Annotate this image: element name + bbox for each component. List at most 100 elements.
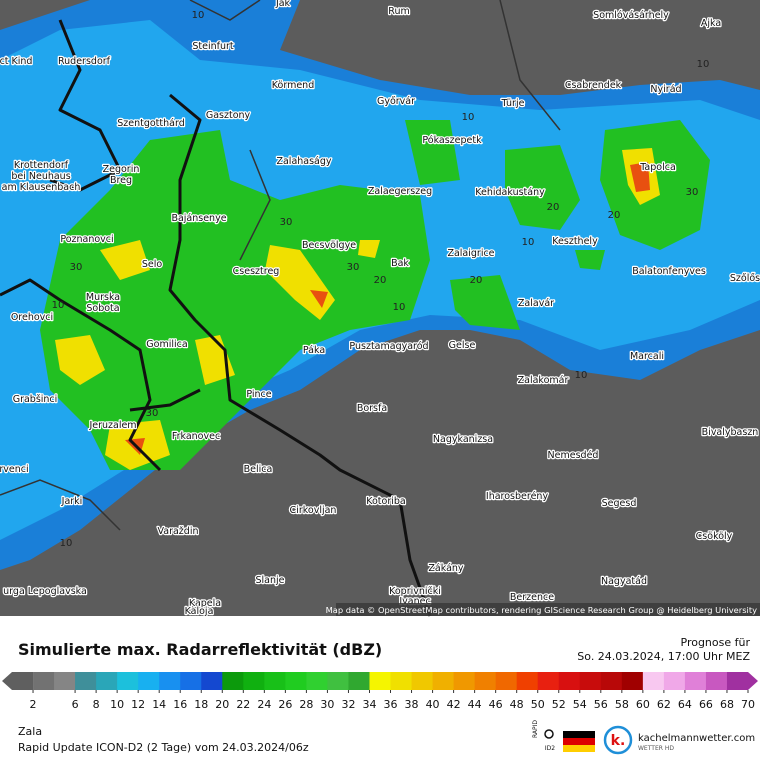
- place-label: Nagykanizsa: [433, 434, 493, 445]
- place-label: Iharosberény: [486, 491, 549, 502]
- place-label: Bak: [391, 258, 409, 269]
- contour-label: 10: [52, 300, 65, 311]
- colorbar-tick-label: 18: [194, 698, 208, 711]
- colorbar-segment: [495, 672, 518, 690]
- colorbar-segment: [558, 672, 581, 690]
- place-label: Győrvár: [377, 96, 415, 107]
- colorbar-tick-label: 14: [152, 698, 166, 711]
- place-label: Zalakomár: [518, 375, 569, 386]
- logo: [603, 725, 633, 755]
- place-label: Szentgotthárd: [117, 118, 185, 129]
- place-label: Csesztreg: [233, 266, 280, 277]
- contour-label: 20: [374, 275, 387, 286]
- border: [0, 278, 201, 472]
- colorbar-tick-label: 54: [573, 698, 587, 711]
- brand-sub: WETTER HD: [638, 745, 674, 752]
- place-label: Becsvölgye: [302, 240, 356, 251]
- colorbar-tick-label: 32: [341, 698, 355, 711]
- flag: [563, 731, 595, 738]
- place-label: Ják: [275, 0, 291, 9]
- place-label: Zákány: [428, 563, 464, 574]
- contour-label: 30: [280, 217, 293, 228]
- colorbar-segment: [54, 672, 76, 690]
- contour-label: 10: [60, 538, 73, 549]
- colorbar-tick-label: 58: [615, 698, 629, 711]
- colorbar-segment: [705, 672, 728, 690]
- colorbar-tick-label: 68: [720, 698, 734, 711]
- place-label: Orehovci: [11, 312, 53, 323]
- colorbar-tick-label: 60: [636, 698, 650, 711]
- colorbar-tick-label: 12: [131, 698, 145, 711]
- contour-label: 20: [470, 275, 483, 286]
- colorbar-segment: [138, 672, 160, 690]
- reflectivity-high: [40, 130, 430, 470]
- colorbar-tick-label: 8: [93, 698, 100, 711]
- place-label: Krottendorf: [14, 160, 69, 171]
- colorbar: 2 6 8 10 12 14 16 18 20 22 24 26 28 30 32 34 36 38 40 42 44 4…: [2, 672, 758, 711]
- place-label: Rum: [388, 6, 409, 17]
- place-label: Pusztamagyaród: [349, 341, 428, 352]
- place-label: Szőlős: [730, 273, 760, 284]
- place-label: Varaždin: [158, 526, 199, 537]
- place-label: Somlóvásárhely: [593, 10, 669, 21]
- colorbar-tick-label: 34: [362, 698, 376, 711]
- place-label: Nemesdéd: [548, 450, 599, 461]
- colorbar-segment: [348, 672, 370, 690]
- contour-label: 30: [347, 262, 360, 273]
- colorbar-segment: [579, 672, 602, 690]
- contour-label: 10: [192, 10, 205, 21]
- colorbar-segment: [390, 672, 413, 690]
- place-label: Csököly: [696, 531, 733, 542]
- colorbar-tick-label: 62: [657, 698, 671, 711]
- place-label: Belica: [244, 464, 273, 475]
- place-label: Kaloja: [185, 606, 214, 617]
- colorbar-segment: [75, 672, 97, 690]
- footer: Simulierte max. Radarreflektivität (dBZ)…: [2, 636, 758, 755]
- place-label: Segesd: [602, 498, 637, 509]
- colorbar-tick-label: 30: [320, 698, 334, 711]
- colorbar-segment: [222, 672, 244, 690]
- colorbar-tick-label: 46: [489, 698, 503, 711]
- colorbar-segment: [411, 672, 434, 690]
- colorbar-segment: [642, 672, 665, 690]
- place-label: Gelse: [449, 340, 476, 351]
- place-label: Jarki: [61, 496, 83, 507]
- colorbar-tick-label: 24: [257, 698, 271, 711]
- place-label: Berzence: [510, 592, 554, 603]
- flag: [563, 738, 595, 745]
- contour-label: 10: [575, 370, 588, 381]
- contour-label: 20: [608, 210, 621, 221]
- place-label: Keszthely: [552, 236, 598, 247]
- place-label: Csabrendek: [565, 80, 622, 91]
- colorbar-tick-label: 28: [299, 698, 313, 711]
- place-label: Sobota: [86, 303, 119, 314]
- colorbar-tick-label: 66: [699, 698, 713, 711]
- colorbar-segment: [264, 672, 286, 690]
- place-label: Koprivnički: [389, 586, 441, 597]
- logo-mark: k.: [611, 733, 626, 749]
- place-label: Steinfurt: [192, 41, 234, 52]
- title: Simulierte max. Radarreflektivität (dBZ): [18, 640, 382, 659]
- colorbar-segment: [327, 672, 349, 690]
- colorbar-tick-label: 40: [426, 698, 440, 711]
- contour-label: 30: [686, 187, 699, 198]
- contour-label: 10: [522, 237, 535, 248]
- place-label: Kotoriba: [366, 496, 406, 507]
- badge-text: ID2: [545, 745, 555, 752]
- colorbar-segment: [306, 672, 328, 690]
- place-label: Poznanovci: [60, 234, 113, 245]
- contour-label: 10: [393, 302, 406, 313]
- reflectivity-strong: [55, 148, 660, 470]
- colorbar-segment: [159, 672, 181, 690]
- place-label: Borsfa: [357, 403, 387, 414]
- colorbar-tick-label: 36: [384, 698, 398, 711]
- place-label: Zalavár: [518, 298, 554, 309]
- attribution-bg: [336, 603, 760, 616]
- place-label: Kapela: [189, 598, 221, 609]
- contour-label: 10: [462, 112, 475, 123]
- colorbar-segment: [621, 672, 644, 690]
- badge-icon: [544, 729, 554, 739]
- colorbar-segment: [243, 672, 265, 690]
- place-label: Bajánsenye: [171, 213, 226, 224]
- colorbar-segment: [96, 672, 118, 690]
